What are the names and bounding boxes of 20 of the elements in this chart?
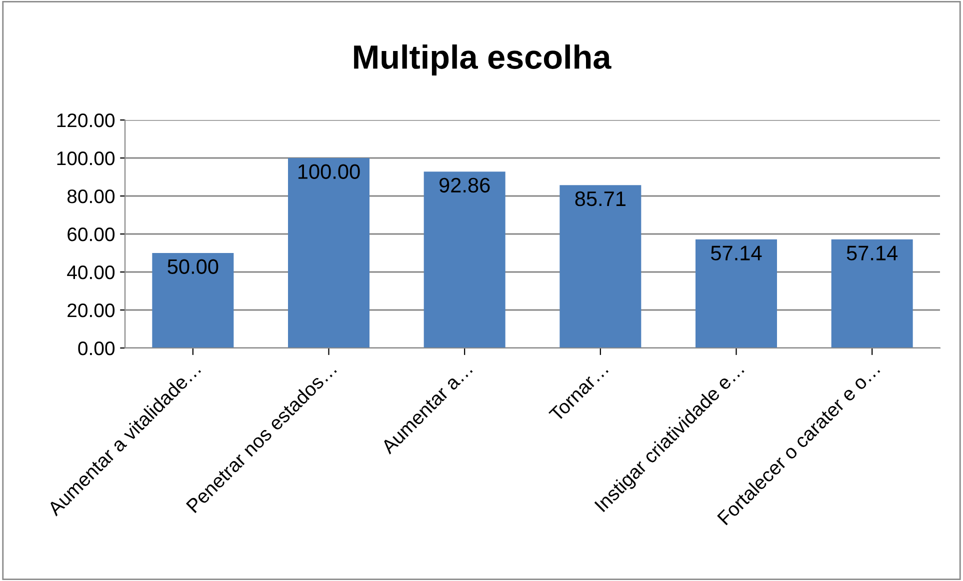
bar — [288, 158, 370, 348]
y-tick-label: 120.00 — [57, 113, 115, 128]
data-label: 57.14 — [846, 246, 898, 260]
bar — [831, 239, 913, 348]
y-tick-label: 60.00 — [68, 227, 115, 242]
y-tick-label: 100.00 — [57, 151, 115, 166]
data-label: 57.14 — [711, 246, 762, 260]
data-label: 50.00 — [168, 259, 218, 274]
y-tick-label: 0.00 — [78, 341, 115, 356]
y-tick-label: 20.00 — [68, 303, 115, 318]
y-tick-label: 40.00 — [67, 265, 115, 280]
data-label: 92.86 — [439, 178, 490, 193]
bar — [560, 185, 642, 348]
bar — [152, 253, 234, 348]
data-label: 85.71 — [575, 191, 626, 206]
y-tick-label: 80.00 — [67, 189, 115, 204]
bar — [424, 172, 506, 348]
data-label: 100.00 — [298, 164, 360, 180]
bar — [696, 239, 777, 348]
chart-title: Multipla escolha — [354, 44, 612, 76]
